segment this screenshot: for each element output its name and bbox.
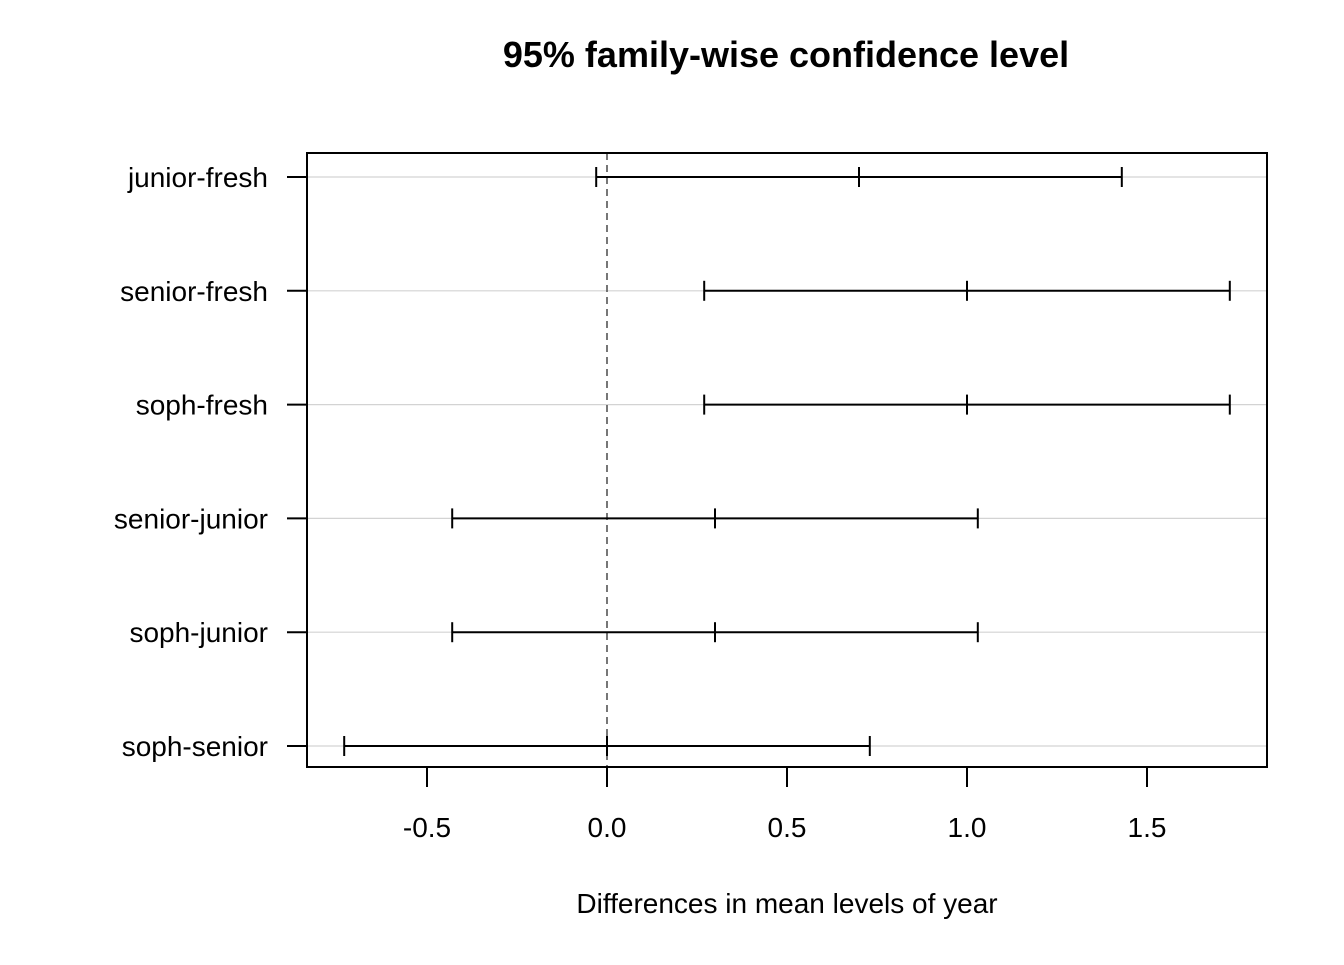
y-axis: junior-fresh senior-fresh soph-fresh senior… (114, 162, 307, 762)
x-tick-label: 1.0 (948, 812, 987, 843)
y-category-label: soph-junior (129, 617, 268, 648)
interval-layer (343, 167, 1231, 756)
interval-soph-junior (451, 622, 979, 643)
x-tick-label: -0.5 (403, 812, 451, 843)
interval-soph-fresh (703, 394, 1231, 415)
y-category-label: soph-senior (122, 731, 268, 762)
x-axis: -0.5 0.0 0.5 1.0 1.5 (403, 767, 1167, 843)
x-tick-label: 0.0 (588, 812, 627, 843)
x-axis-label: Differences in mean levels of year (576, 888, 997, 919)
x-tick-label: 1.5 (1128, 812, 1167, 843)
chart-title: 95% family-wise confidence level (503, 34, 1069, 75)
interval-senior-junior (451, 508, 979, 529)
grid-layer (307, 176, 1267, 747)
y-category-label: senior-junior (114, 503, 268, 534)
y-category-label: junior-fresh (127, 162, 268, 193)
interval-junior-fresh (595, 167, 1123, 187)
interval-soph-senior (343, 736, 871, 756)
x-tick-label: 0.5 (768, 812, 807, 843)
y-category-label: senior-fresh (120, 276, 268, 307)
interval-senior-fresh (703, 280, 1231, 301)
y-category-label: soph-fresh (136, 390, 268, 421)
plot-frame (306, 152, 1268, 768)
